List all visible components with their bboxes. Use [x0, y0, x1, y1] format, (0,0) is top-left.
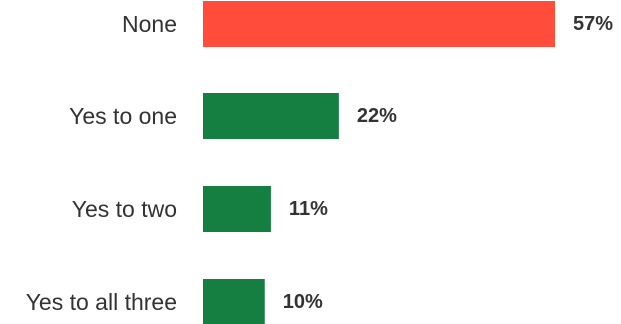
- value-label-yes-to-one: 22%: [357, 105, 397, 127]
- value-label-none: 57%: [573, 13, 613, 35]
- category-labels-group: None Yes to one Yes to two Yes to all three: [26, 11, 177, 315]
- bar-yes-to-one: [203, 93, 339, 139]
- bar-yes-to-two: [203, 186, 271, 232]
- value-label-yes-to-two: 11%: [289, 198, 328, 220]
- bars-group: [203, 1, 555, 324]
- bar-yes-to-all-three: [203, 279, 265, 324]
- bar-none: [203, 1, 555, 47]
- value-label-yes-to-all-three: 10%: [283, 291, 323, 313]
- category-label-yes-to-all-three: Yes to all three: [26, 289, 177, 315]
- value-labels-group: 57% 22% 11% 10%: [283, 13, 613, 313]
- category-label-none: None: [122, 11, 177, 37]
- category-label-yes-to-one: Yes to one: [69, 103, 177, 129]
- category-label-yes-to-two: Yes to two: [72, 196, 177, 222]
